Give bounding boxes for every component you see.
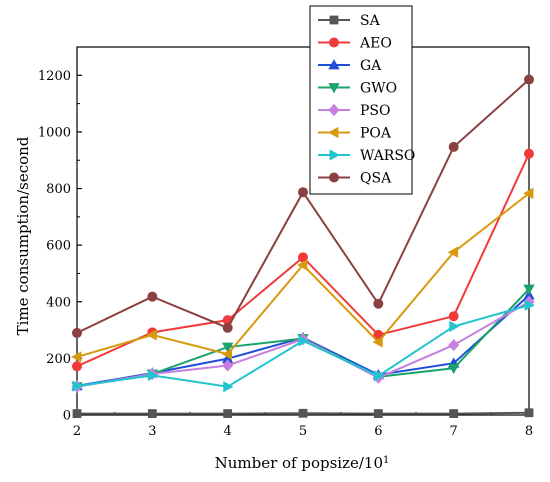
data-point xyxy=(373,409,383,418)
series-layer xyxy=(71,74,535,418)
y-tick-label: 600 xyxy=(46,239,71,254)
y-axis-ticks: 0 200 400 600 800 1000 1200 xyxy=(38,69,82,424)
legend-marker xyxy=(328,172,339,183)
data-point xyxy=(524,148,535,159)
legend-item: WARSO xyxy=(318,148,415,164)
y-tick-label: 1000 xyxy=(38,125,71,140)
data-point xyxy=(447,363,460,375)
y-axis-title: Time consumption/second xyxy=(14,136,32,335)
x-axis-title: Number of popsize/101 xyxy=(215,454,390,472)
data-point xyxy=(372,336,383,348)
legend-marker xyxy=(328,83,340,94)
data-point xyxy=(298,408,308,418)
x-axis-title-superscript: 1 xyxy=(383,455,389,466)
legend-item: PSO xyxy=(318,103,391,119)
data-point xyxy=(147,409,157,418)
data-point xyxy=(221,348,233,360)
data-point xyxy=(523,187,534,200)
data-point xyxy=(223,381,234,393)
data-point xyxy=(448,141,459,152)
legend-marker xyxy=(328,59,340,70)
legend-item: POA xyxy=(318,126,392,142)
legend-marker xyxy=(328,37,339,48)
data-point xyxy=(297,187,308,198)
data-point xyxy=(524,299,535,311)
y-tick-label: 800 xyxy=(46,182,71,197)
data-point xyxy=(297,259,308,271)
legend-item: SA xyxy=(318,13,381,29)
data-point xyxy=(298,335,309,347)
series-warso xyxy=(72,299,535,393)
data-point xyxy=(223,409,233,418)
data-point xyxy=(524,74,535,85)
data-point xyxy=(221,342,234,353)
data-point xyxy=(523,284,535,295)
y-tick-label: 0 xyxy=(63,409,71,424)
data-point xyxy=(449,320,460,333)
data-point xyxy=(447,246,459,258)
legend-marker xyxy=(329,149,340,161)
x-tick-label: 8 xyxy=(525,424,533,439)
legend-item: AEO xyxy=(318,36,392,52)
data-point xyxy=(72,380,83,392)
data-point xyxy=(448,311,459,322)
series-qsa xyxy=(72,74,535,338)
legend-marker xyxy=(329,15,339,25)
data-point xyxy=(222,322,233,333)
legend-label: GWO xyxy=(360,81,397,97)
x-tick-label: 6 xyxy=(374,424,382,439)
data-point xyxy=(71,351,82,363)
data-point xyxy=(72,409,82,418)
legend-item: GA xyxy=(318,58,382,74)
data-point xyxy=(524,408,534,418)
x-tick-label: 5 xyxy=(299,424,307,439)
legend-marker xyxy=(328,126,339,139)
data-point xyxy=(373,298,384,309)
x-tick-label: 3 xyxy=(148,424,156,439)
data-point xyxy=(222,359,234,372)
legend-item: QSA xyxy=(318,171,392,187)
series-line xyxy=(76,78,530,334)
legend-box xyxy=(309,5,413,195)
data-point xyxy=(448,338,460,352)
y-tick-label: 400 xyxy=(46,295,71,310)
x-tick-label: 7 xyxy=(450,424,458,439)
y-tick-label: 200 xyxy=(46,352,71,367)
legend-marker xyxy=(328,103,340,117)
series-sa xyxy=(72,408,534,418)
legend-label: QSA xyxy=(360,171,392,187)
data-point xyxy=(72,327,83,338)
legend-label: GA xyxy=(360,58,382,74)
data-point xyxy=(373,370,385,382)
x-tick-label: 2 xyxy=(73,424,81,439)
legend: SA AEO GA GWO PSO POA WARSO QSA xyxy=(309,5,415,195)
legend-label: SA xyxy=(360,13,381,29)
data-point xyxy=(72,361,83,372)
legend-label: WARSO xyxy=(360,148,415,164)
data-point xyxy=(147,369,159,382)
data-point xyxy=(449,409,459,418)
data-point xyxy=(146,329,157,341)
legend-item: GWO xyxy=(318,81,397,97)
x-tick-label: 4 xyxy=(224,424,232,439)
legend-label: POA xyxy=(360,126,392,142)
series-poa xyxy=(71,187,534,363)
data-point xyxy=(147,291,158,302)
y-tick-label: 1200 xyxy=(38,69,71,84)
legend-label: PSO xyxy=(360,103,391,119)
legend-label: AEO xyxy=(359,36,392,52)
